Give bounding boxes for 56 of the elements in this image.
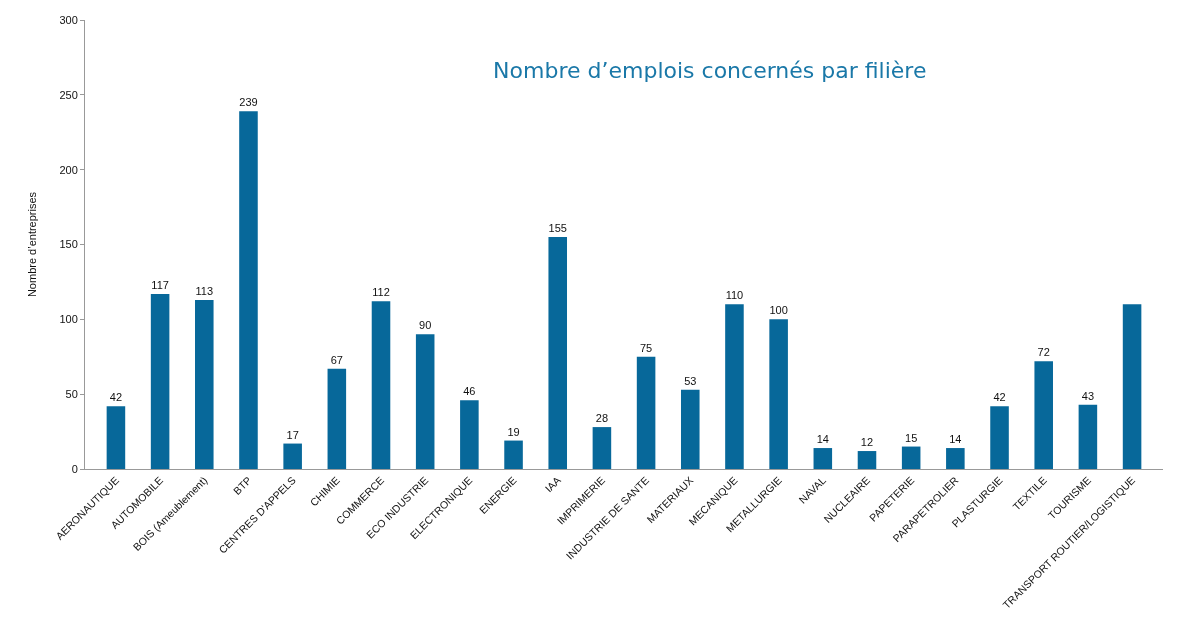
bar	[990, 406, 1009, 469]
y-tick-label: 250	[59, 88, 78, 101]
data-label: 90	[419, 319, 432, 332]
bar	[946, 448, 965, 469]
data-label: 43	[1081, 389, 1095, 402]
y-tick-label: 200	[59, 163, 78, 176]
data-label: 67	[330, 353, 343, 366]
data-label: 15	[905, 431, 918, 444]
bar	[195, 299, 214, 469]
bar	[327, 368, 347, 469]
data-label: 113	[195, 284, 214, 297]
data-label: 46	[463, 385, 476, 398]
data-label: 110	[725, 289, 744, 302]
data-label: 72	[1037, 346, 1050, 359]
bar	[1122, 304, 1142, 469]
bar	[504, 440, 523, 469]
bar	[239, 111, 258, 469]
data-label: 117	[151, 278, 169, 291]
bar	[725, 304, 744, 469]
y-tick-label: 0	[71, 462, 78, 475]
bar	[283, 443, 302, 469]
data-label: 14	[949, 433, 962, 446]
data-label: 75	[639, 341, 653, 354]
y-tick-label: 50	[65, 388, 78, 401]
bar	[813, 448, 833, 469]
bar	[106, 406, 126, 469]
data-label: 239	[239, 96, 258, 109]
bar	[548, 237, 568, 469]
bar	[371, 301, 391, 469]
bar	[769, 319, 788, 469]
bar	[592, 427, 612, 469]
y-tick-label: 100	[59, 313, 78, 326]
bar	[680, 389, 700, 469]
data-label: 19	[507, 425, 520, 438]
bar	[415, 334, 435, 469]
data-label: 155	[548, 222, 567, 235]
data-label: 12	[860, 436, 874, 449]
data-label: 100	[769, 304, 788, 317]
y-tick-label: 300	[59, 13, 78, 26]
bar	[1078, 404, 1098, 469]
data-label: 17	[286, 428, 299, 441]
data-label: 42	[109, 391, 123, 404]
bar	[857, 451, 877, 469]
data-label: 42	[993, 391, 1006, 404]
bar	[150, 293, 170, 469]
data-label: 14	[816, 433, 829, 446]
text: Nombre d’emplois concernés par filière	[493, 58, 927, 84]
data-label: 28	[595, 412, 609, 425]
bar	[901, 446, 921, 469]
bar	[460, 400, 479, 469]
data-label: 53	[684, 374, 697, 387]
bar	[636, 356, 656, 469]
data-label: 112	[372, 286, 390, 299]
y-tick-label: 150	[59, 238, 78, 251]
bar	[1034, 361, 1053, 469]
y-axis-title: Nombre d’entreprises	[26, 191, 39, 298]
